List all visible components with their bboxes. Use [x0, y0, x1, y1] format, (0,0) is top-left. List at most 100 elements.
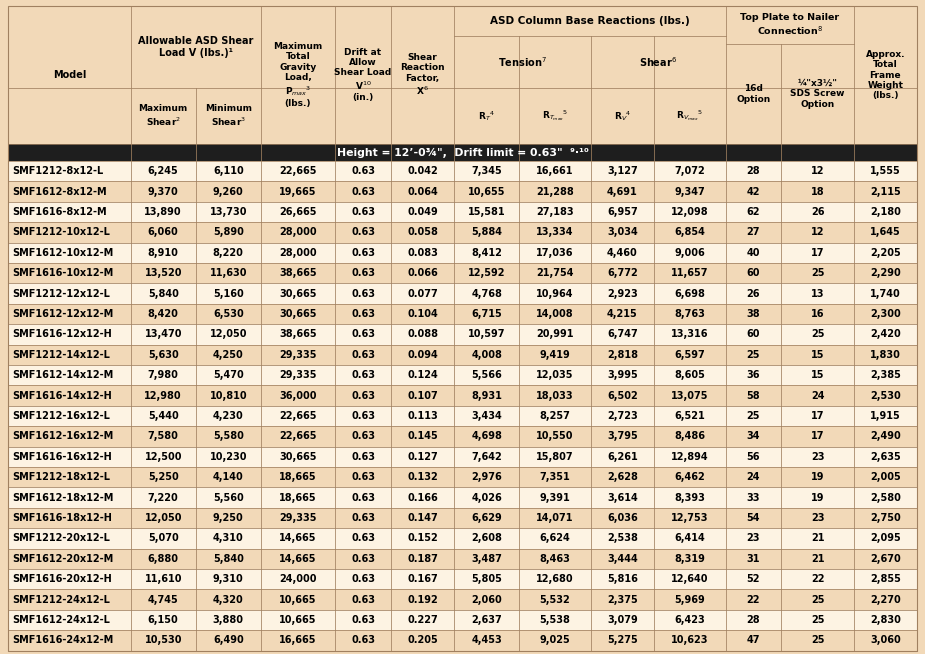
- Text: 23: 23: [811, 513, 824, 523]
- Text: 22,665: 22,665: [279, 432, 316, 441]
- Text: 4,698: 4,698: [471, 432, 502, 441]
- Text: 22: 22: [811, 574, 824, 584]
- Text: 5,630: 5,630: [148, 350, 179, 360]
- Text: 4,453: 4,453: [472, 636, 502, 645]
- Text: 13,316: 13,316: [671, 330, 709, 339]
- Text: 8,463: 8,463: [539, 554, 571, 564]
- Text: 42: 42: [746, 186, 760, 197]
- Text: 6,502: 6,502: [607, 390, 637, 401]
- Text: 6,597: 6,597: [674, 350, 705, 360]
- Text: 10,530: 10,530: [144, 636, 182, 645]
- Text: 17,036: 17,036: [536, 248, 574, 258]
- Text: 6,629: 6,629: [472, 513, 502, 523]
- Text: 16: 16: [811, 309, 824, 319]
- Text: 0.042: 0.042: [407, 166, 438, 176]
- Text: SMF1612-10x12-M: SMF1612-10x12-M: [12, 248, 113, 258]
- Text: 4,460: 4,460: [607, 248, 637, 258]
- Text: 0.63: 0.63: [352, 370, 375, 380]
- Text: SMF1612-8x12-M: SMF1612-8x12-M: [12, 186, 106, 197]
- Text: 9,391: 9,391: [539, 492, 571, 503]
- Bar: [8, 589, 917, 610]
- Text: 9,260: 9,260: [213, 186, 243, 197]
- Text: Drift at
Allow
Shear Load
V$^{10}$
(in.): Drift at Allow Shear Load V$^{10}$ (in.): [335, 48, 391, 102]
- Text: 5,890: 5,890: [213, 228, 243, 237]
- Text: 21,754: 21,754: [536, 268, 574, 278]
- Text: SMF1612-12x12-M: SMF1612-12x12-M: [12, 309, 113, 319]
- Text: 34: 34: [746, 432, 760, 441]
- Text: 6,060: 6,060: [148, 228, 179, 237]
- Text: 12,980: 12,980: [144, 390, 182, 401]
- Text: 33: 33: [746, 492, 760, 503]
- Text: 0.145: 0.145: [407, 432, 438, 441]
- Text: 20,991: 20,991: [536, 330, 574, 339]
- Text: 6,150: 6,150: [148, 615, 179, 625]
- Text: 0.124: 0.124: [407, 370, 438, 380]
- Text: 30,665: 30,665: [279, 288, 316, 299]
- Text: 2,855: 2,855: [870, 574, 901, 584]
- Text: 6,245: 6,245: [148, 166, 179, 176]
- Text: 25: 25: [746, 350, 760, 360]
- Text: 2,923: 2,923: [607, 288, 637, 299]
- Text: 8,393: 8,393: [674, 492, 705, 503]
- Text: 7,580: 7,580: [148, 432, 179, 441]
- Text: 54: 54: [746, 513, 760, 523]
- Text: 2,290: 2,290: [870, 268, 901, 278]
- Bar: [8, 263, 917, 283]
- Text: 7,345: 7,345: [472, 166, 502, 176]
- Text: R$_{T}$$^{4}$: R$_{T}$$^{4}$: [478, 109, 495, 123]
- Text: 10,623: 10,623: [671, 636, 709, 645]
- Text: 29,335: 29,335: [279, 350, 316, 360]
- Text: 3,434: 3,434: [472, 411, 502, 421]
- Text: Allowable ASD Shear
Load V (lbs.)¹: Allowable ASD Shear Load V (lbs.)¹: [138, 36, 253, 58]
- Text: 0.088: 0.088: [407, 330, 438, 339]
- Text: 12,680: 12,680: [536, 574, 574, 584]
- Text: 36,000: 36,000: [279, 390, 316, 401]
- Text: 47: 47: [746, 636, 760, 645]
- Text: 4,745: 4,745: [148, 594, 179, 604]
- Text: 40: 40: [746, 248, 760, 258]
- Text: 0.63: 0.63: [352, 636, 375, 645]
- Text: 9,250: 9,250: [213, 513, 243, 523]
- Text: 28: 28: [746, 166, 760, 176]
- Text: 13,520: 13,520: [144, 268, 182, 278]
- Text: 6,490: 6,490: [213, 636, 243, 645]
- Text: SMF1616-24x12-M: SMF1616-24x12-M: [12, 636, 113, 645]
- Text: 60: 60: [746, 268, 760, 278]
- Text: Shear$^{6}$: Shear$^{6}$: [639, 55, 677, 69]
- Text: 4,691: 4,691: [607, 186, 637, 197]
- Text: SMF1616-8x12-M: SMF1616-8x12-M: [12, 207, 106, 217]
- Text: R$_{T_{max}}$$^{5}$: R$_{T_{max}}$$^{5}$: [542, 109, 568, 124]
- Text: 25: 25: [811, 615, 824, 625]
- Text: SMF1616-10x12-M: SMF1616-10x12-M: [12, 268, 113, 278]
- Text: 3,795: 3,795: [607, 432, 637, 441]
- Text: 16,665: 16,665: [279, 636, 316, 645]
- Text: 16d
Option: 16d Option: [736, 84, 771, 104]
- Text: 8,763: 8,763: [674, 309, 705, 319]
- Text: 15: 15: [811, 370, 824, 380]
- Text: 2,375: 2,375: [607, 594, 637, 604]
- Text: 0.63: 0.63: [352, 390, 375, 401]
- Text: 0.066: 0.066: [407, 268, 438, 278]
- Text: 0.63: 0.63: [352, 207, 375, 217]
- Text: 21: 21: [811, 534, 824, 543]
- Text: 0.049: 0.049: [407, 207, 438, 217]
- Text: 27,183: 27,183: [536, 207, 574, 217]
- Text: 5,160: 5,160: [213, 288, 243, 299]
- Text: 10,810: 10,810: [209, 390, 247, 401]
- Bar: [8, 181, 917, 202]
- Text: 0.63: 0.63: [352, 574, 375, 584]
- Text: 10,964: 10,964: [536, 288, 574, 299]
- Text: 30,665: 30,665: [279, 452, 316, 462]
- Text: 6,854: 6,854: [674, 228, 705, 237]
- Text: 2,637: 2,637: [472, 615, 502, 625]
- Text: 0.147: 0.147: [407, 513, 438, 523]
- Text: 0.63: 0.63: [352, 186, 375, 197]
- Bar: [8, 528, 917, 549]
- Text: 13,075: 13,075: [671, 390, 709, 401]
- Text: SMF1212-18x12-L: SMF1212-18x12-L: [12, 472, 110, 482]
- Text: 4,310: 4,310: [213, 534, 243, 543]
- Bar: [8, 385, 917, 405]
- Text: 6,110: 6,110: [213, 166, 243, 176]
- Bar: [8, 144, 917, 161]
- Text: 11,657: 11,657: [671, 268, 709, 278]
